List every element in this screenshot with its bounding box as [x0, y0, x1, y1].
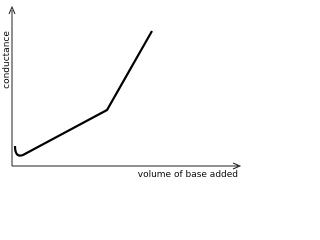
- x-axis-arrow: [232, 162, 242, 170]
- titration-curve: [13, 30, 153, 157]
- x-axis-label: volume of base added: [138, 170, 238, 179]
- y-axis-arrow: [8, 5, 16, 15]
- y-axis-label: conductance: [2, 31, 12, 89]
- page: conductance volume of base added (() => …: [2, 5, 242, 179]
- chart: conductance volume of base added: [2, 5, 242, 179]
